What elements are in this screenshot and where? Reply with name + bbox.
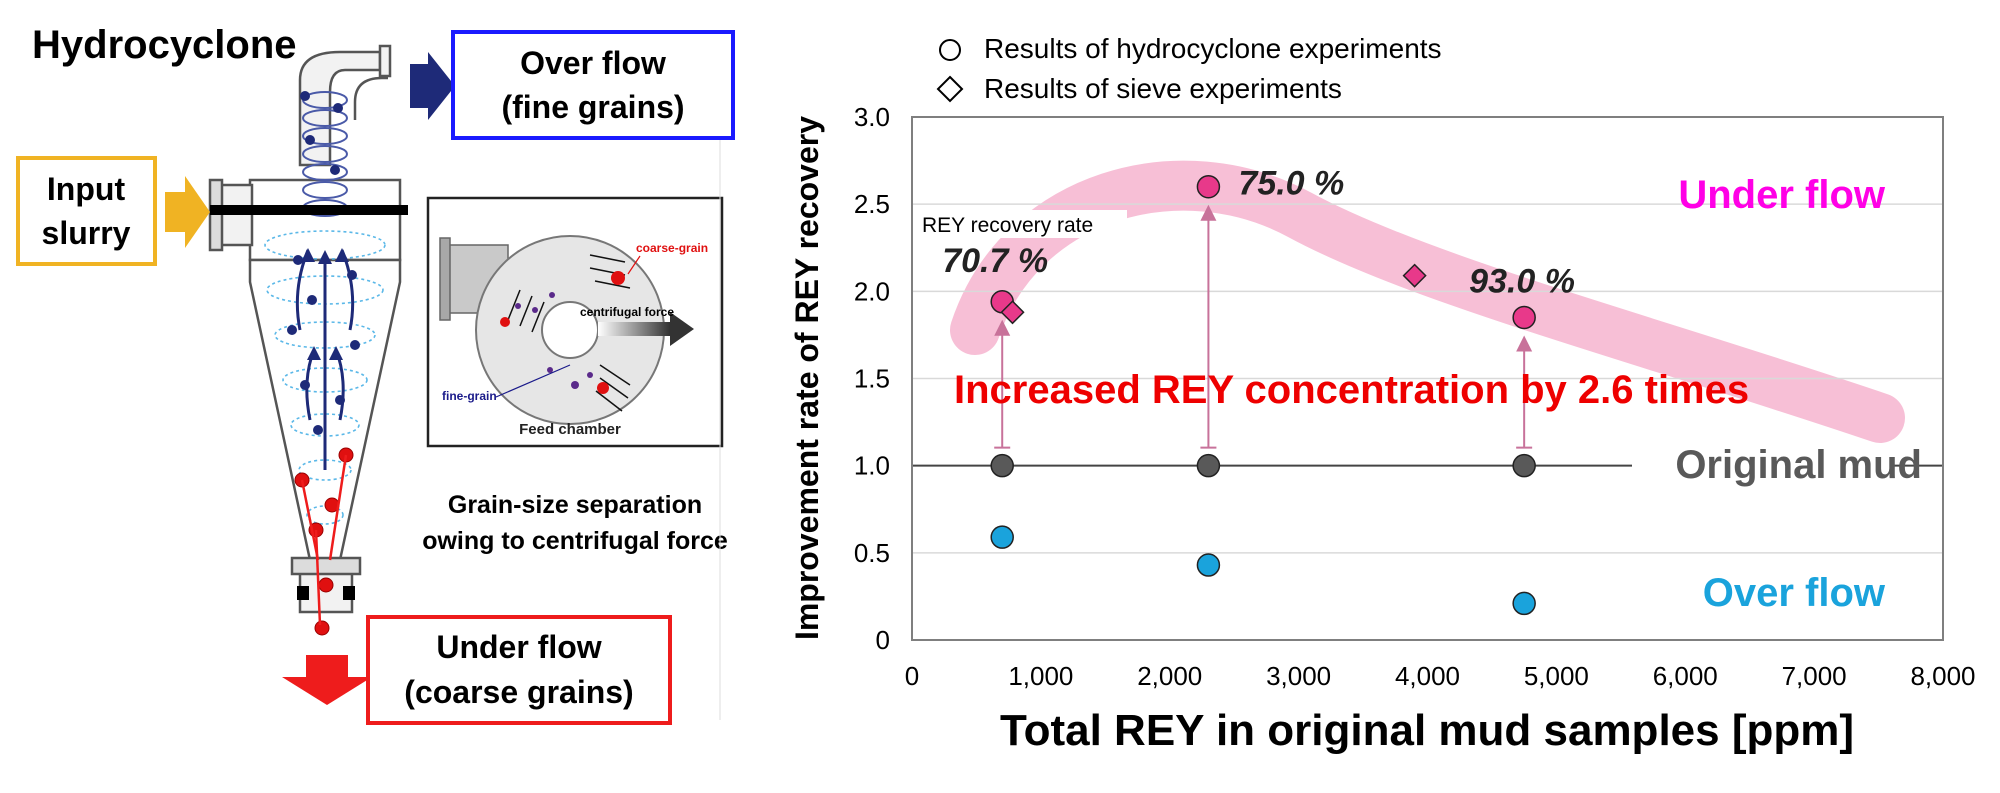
increase-arrow-head-0 bbox=[994, 319, 1011, 336]
point-s0-1 bbox=[1196, 174, 1221, 199]
fine-grain-dots bbox=[287, 91, 360, 435]
x-tick-label-0: 0 bbox=[905, 661, 919, 691]
recovery-rate-title: REY recovery rate bbox=[922, 214, 1093, 237]
inset-coarse-label: coarse-grain bbox=[636, 241, 708, 255]
chart-legend: Results of hydrocyclone experiments Resu… bbox=[936, 33, 1442, 104]
chart-points bbox=[990, 174, 1536, 616]
y-tick-label-4: 2.0 bbox=[854, 276, 890, 306]
upward-arrowheads bbox=[301, 248, 349, 360]
overflow-arrow bbox=[410, 52, 455, 120]
underflow-box-line2: (coarse grains) bbox=[404, 674, 633, 710]
underflow-arrow bbox=[282, 655, 372, 705]
y-tick-label-6: 3.0 bbox=[854, 102, 890, 132]
recovery-label-0: 70.7 % bbox=[942, 242, 1048, 280]
annotation-increase: Increased REY concentration by 2.6 times bbox=[954, 368, 1749, 412]
y-tick-label-2: 1.0 bbox=[854, 451, 890, 481]
point-s1-2 bbox=[1512, 453, 1536, 478]
caption-line2: owing to centrifugal force bbox=[422, 527, 728, 555]
y-axis-title: Improvement rate of REY recovery bbox=[789, 116, 825, 640]
label-original-mud: Original mud bbox=[1675, 443, 1922, 487]
x-tick-label-8: 8,000 bbox=[1910, 661, 1975, 691]
y-tick-label-0: 0 bbox=[876, 625, 890, 655]
recovery-label-2: 93.0 % bbox=[1469, 262, 1575, 300]
feed-chamber-inset: coarse-grain centrifugal force fine-grai… bbox=[426, 196, 724, 448]
y-tick-label-1: 0.5 bbox=[854, 538, 890, 568]
cone-swirl bbox=[264, 230, 386, 525]
overflow-box-line1: Over flow bbox=[520, 45, 666, 81]
diagram-title: Hydrocyclone bbox=[32, 23, 297, 67]
input-box-line1: Input bbox=[47, 171, 126, 207]
point-s2-0 bbox=[990, 525, 1014, 549]
point-s0-2 bbox=[1512, 305, 1536, 330]
y-tick-label-5: 2.5 bbox=[854, 189, 890, 219]
inset-centrifugal-label: centrifugal force bbox=[580, 305, 674, 319]
plot-frame bbox=[911, 116, 1944, 641]
point-s3-1 bbox=[1402, 263, 1427, 288]
caption-line1: Grain-size separation bbox=[448, 491, 702, 519]
legend-label-1: Results of sieve experiments bbox=[984, 73, 1342, 104]
point-s2-2 bbox=[1512, 591, 1536, 616]
recovery-rate-title-box: REY recovery rate bbox=[915, 210, 1127, 238]
x-tick-label-5: 5,000 bbox=[1524, 661, 1589, 691]
original-mud-label-bg bbox=[1632, 443, 1894, 485]
x-axis-title: Total REY in original mud samples [ppm] bbox=[1000, 706, 1854, 755]
x-tick-labels: 0 1,000 2,000 3,000 4,000 5,000 6,000 7,000 8,00… bbox=[905, 661, 1976, 691]
increase-arrows bbox=[994, 204, 1533, 449]
cyclone-body bbox=[208, 44, 402, 614]
recovery-label-1: 75.0 % bbox=[1238, 165, 1344, 203]
x-tick-label-4: 4,000 bbox=[1395, 661, 1460, 691]
recovery-labels: 70.7 % 75.0 % 93.0 % bbox=[942, 165, 1575, 301]
x-tick-label-2: 2,000 bbox=[1137, 661, 1202, 691]
inlet-bar bbox=[210, 205, 408, 215]
hydrocyclone-diagram: Hydrocyclone bbox=[16, 23, 735, 725]
underflow-box-line1: Under flow bbox=[436, 629, 601, 665]
increase-arrow-head-2 bbox=[1516, 335, 1533, 352]
apex-block-left bbox=[297, 586, 309, 600]
point-s3-0 bbox=[1000, 300, 1025, 325]
point-s1-1 bbox=[1196, 453, 1221, 478]
underflow-box: Under flow (coarse grains) bbox=[366, 615, 672, 725]
point-s1-0 bbox=[990, 453, 1014, 478]
label-under-flow: Under flow bbox=[1678, 173, 1886, 217]
increase-arrow-head-1 bbox=[1200, 204, 1217, 221]
point-s2-1 bbox=[1196, 553, 1221, 577]
legend-label-0: Results of hydrocyclone experiments bbox=[984, 33, 1442, 64]
chart-axes bbox=[911, 116, 1944, 641]
input-arrow bbox=[165, 176, 210, 248]
downward-flow-arrows bbox=[300, 454, 348, 626]
x-tick-label-3: 3,000 bbox=[1266, 661, 1331, 691]
legend-circle-marker bbox=[939, 39, 961, 61]
y-tick-labels: 0 0.5 1.0 1.5 2.0 2.5 3.0 bbox=[854, 102, 890, 655]
input-box-line2: slurry bbox=[42, 215, 131, 251]
overflow-box: Over flow (fine grains) bbox=[451, 30, 735, 140]
inset-chamber-label: Feed chamber bbox=[519, 421, 621, 438]
inset-fine-label: fine-grain bbox=[442, 389, 497, 403]
x-tick-label-6: 6,000 bbox=[1653, 661, 1718, 691]
x-tick-label-7: 7,000 bbox=[1782, 661, 1847, 691]
input-box: Input slurry bbox=[16, 156, 157, 266]
x-tick-label-1: 1,000 bbox=[1008, 661, 1073, 691]
overflow-box-line2: (fine grains) bbox=[501, 89, 684, 125]
legend-diamond-marker bbox=[936, 75, 964, 103]
apex-block-right bbox=[343, 586, 355, 600]
y-tick-label-3: 1.5 bbox=[854, 364, 890, 394]
label-over-flow: Over flow bbox=[1703, 571, 1886, 615]
rey-chart: Results of hydrocyclone experiments Resu… bbox=[789, 33, 1976, 755]
